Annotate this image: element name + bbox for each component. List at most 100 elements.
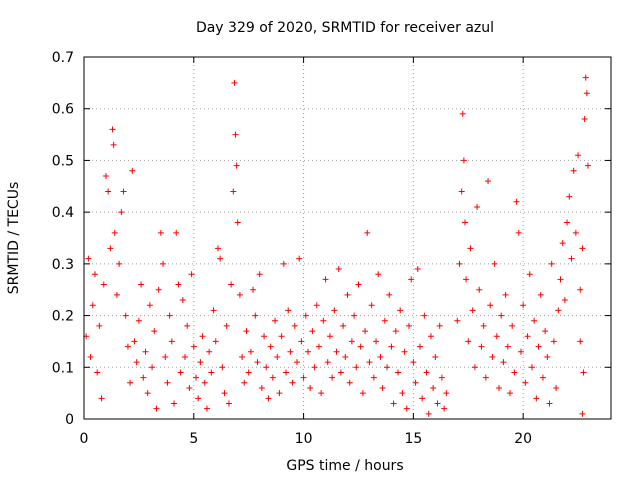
data-point (502, 291, 509, 298)
data-point (580, 369, 587, 376)
data-point (230, 188, 237, 195)
data-point (283, 369, 290, 376)
data-point (487, 302, 494, 309)
data-point (469, 307, 476, 314)
data-point (337, 369, 344, 376)
data-point (129, 167, 136, 174)
y-axis-label: SRMTID / TECUs (6, 182, 22, 295)
data-point (353, 364, 360, 371)
data-point (153, 405, 160, 412)
data-point (236, 291, 243, 298)
x-tick-label: 5 (189, 431, 198, 447)
data-point (157, 229, 164, 236)
data-point (342, 353, 349, 360)
data-point (223, 322, 230, 329)
data-points (83, 74, 591, 417)
data-point (293, 359, 300, 366)
data-point (443, 390, 450, 397)
data-point (412, 379, 419, 386)
data-point (146, 302, 153, 309)
data-point (577, 338, 584, 345)
data-point (375, 271, 382, 278)
data-point (550, 338, 557, 345)
data-point (559, 240, 566, 247)
data-point (368, 302, 375, 309)
data-point (247, 348, 254, 355)
data-point (133, 359, 140, 366)
data-point (461, 219, 468, 226)
data-point (579, 245, 586, 252)
data-point (432, 353, 439, 360)
data-point (135, 317, 142, 324)
data-point (331, 307, 338, 314)
data-point (168, 338, 175, 345)
data-point (423, 369, 430, 376)
data-point (531, 317, 538, 324)
data-point (405, 322, 412, 329)
data-point (577, 286, 584, 293)
data-point (300, 374, 307, 381)
data-point (245, 369, 252, 376)
y-tick-label: 0.6 (52, 102, 74, 118)
data-point (515, 229, 522, 236)
data-point (482, 374, 489, 381)
data-point (386, 291, 393, 298)
y-tick-label: 0.2 (52, 309, 74, 325)
data-point (463, 276, 470, 283)
data-point (364, 229, 371, 236)
x-axis-label: GPS time / hours (286, 458, 403, 474)
data-point (142, 348, 149, 355)
data-point (357, 343, 364, 350)
data-point (430, 384, 437, 391)
data-point (584, 162, 591, 169)
data-point (85, 255, 92, 262)
data-point (171, 400, 178, 407)
data-point (155, 286, 162, 293)
data-point (233, 162, 240, 169)
data-point (252, 312, 259, 319)
data-point (107, 245, 114, 252)
data-point (421, 312, 428, 319)
data-point (166, 312, 173, 319)
data-point (302, 312, 309, 319)
data-point (564, 219, 571, 226)
data-point (517, 348, 524, 355)
data-point (296, 255, 303, 262)
data-point (425, 410, 432, 417)
data-point (572, 229, 579, 236)
data-point (436, 322, 443, 329)
data-point (388, 343, 395, 350)
data-point (329, 374, 336, 381)
data-point (566, 193, 573, 200)
data-point (313, 302, 320, 309)
data-point (285, 307, 292, 314)
data-point (239, 353, 246, 360)
data-point (399, 390, 406, 397)
data-point (544, 353, 551, 360)
y-tick-label: 0.1 (52, 360, 74, 376)
data-point (203, 405, 210, 412)
data-point (111, 229, 118, 236)
data-point (311, 364, 318, 371)
data-point (254, 359, 261, 366)
data-point (377, 353, 384, 360)
data-point (460, 157, 467, 164)
data-point (232, 131, 239, 138)
data-point (315, 343, 322, 350)
data-point (280, 260, 287, 267)
data-point (489, 353, 496, 360)
data-point (110, 141, 117, 148)
data-point (177, 369, 184, 376)
data-point (109, 126, 116, 133)
data-point (524, 333, 531, 340)
data-point (485, 178, 492, 185)
data-point (212, 338, 219, 345)
data-point (278, 333, 285, 340)
data-point (241, 379, 248, 386)
data-point (122, 312, 129, 319)
data-point (344, 291, 351, 298)
data-point (256, 271, 263, 278)
data-point (539, 374, 546, 381)
data-point (335, 266, 342, 273)
